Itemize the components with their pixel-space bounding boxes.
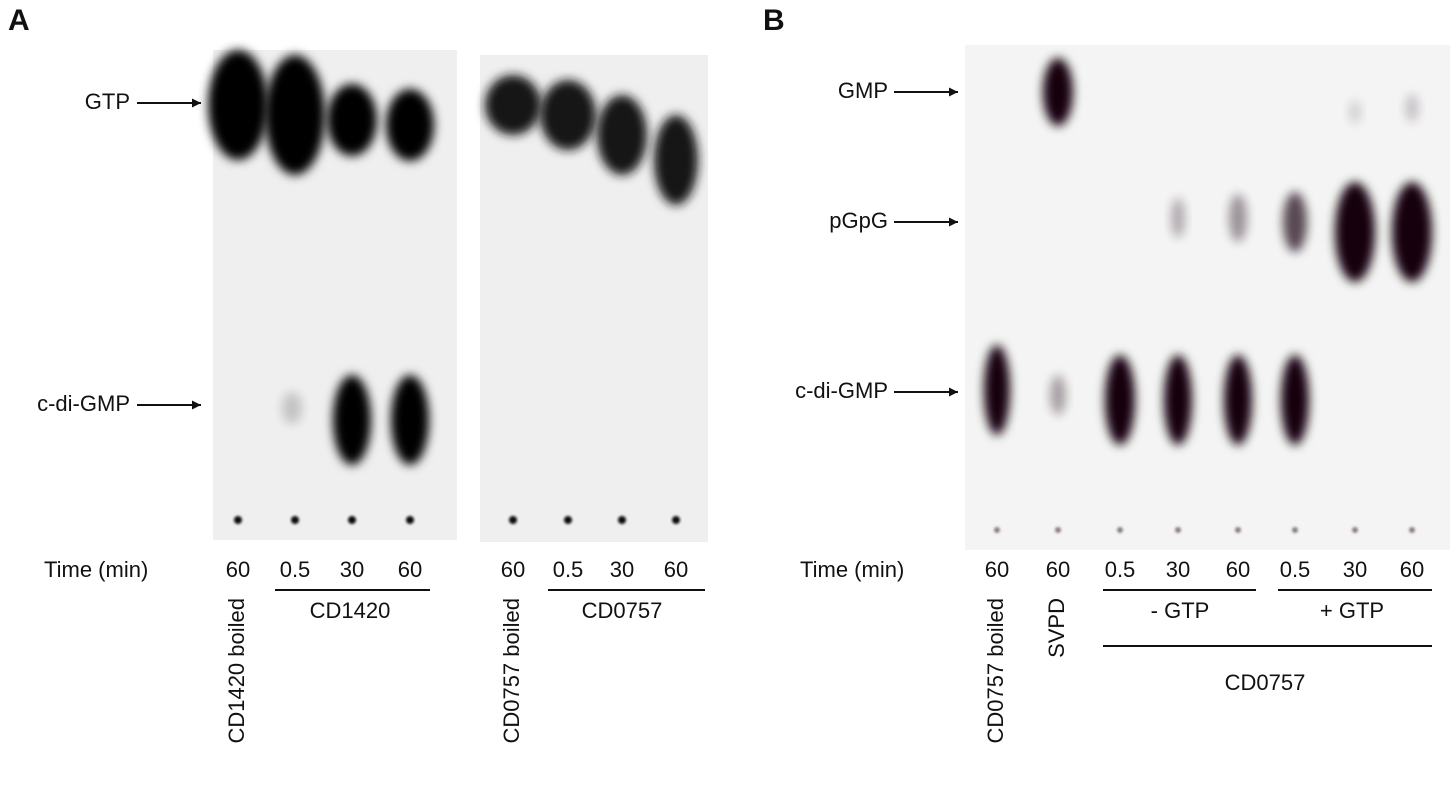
origin-dot (1055, 527, 1061, 533)
origin-dot (509, 516, 517, 524)
time-value: 60 (1046, 557, 1070, 582)
time-value: 30 (610, 557, 634, 582)
group-label: CD0757 (582, 598, 663, 623)
spot (1405, 94, 1419, 122)
spots (984, 58, 1432, 533)
spot (1105, 355, 1135, 445)
time-value: 0.5 (280, 557, 311, 582)
spot (597, 95, 647, 175)
time-value: 60 (1400, 557, 1424, 582)
spot (1050, 375, 1066, 415)
lane-label: CD0757 boiled (983, 598, 1008, 744)
time-value: 60 (398, 557, 422, 582)
group-label: CD1420 (310, 598, 391, 623)
time-value: 0.5 (1105, 557, 1136, 582)
origin-dot (1352, 527, 1358, 533)
spot (208, 50, 268, 160)
spot (327, 84, 377, 156)
marker-label: c-di-GMP (37, 391, 130, 416)
time-value: 60 (1226, 557, 1250, 582)
panel-label: B (763, 4, 785, 37)
spot (265, 55, 325, 175)
origin-dot (234, 516, 242, 524)
origin-dot (406, 516, 414, 524)
origin-dot (564, 516, 572, 524)
spot (654, 115, 698, 205)
origin-dot (1235, 527, 1241, 533)
origin-dot (1292, 527, 1298, 533)
origin-dot (618, 516, 626, 524)
group-label: CD0757 (1225, 670, 1306, 695)
origin-dot (672, 516, 680, 524)
origin-dot (994, 527, 1000, 533)
origin-dot (291, 516, 299, 524)
spot (391, 375, 429, 465)
spot (1229, 194, 1247, 242)
time-value: 60 (501, 557, 525, 582)
spot (1043, 58, 1073, 126)
time-row: 60 60 0.5 30 60 0.5 30 60 (985, 557, 1424, 582)
spot (282, 392, 302, 424)
spot (984, 345, 1010, 435)
spot (1349, 100, 1361, 124)
marker-label: c-di-GMP (795, 378, 888, 403)
time-label: Time (min) (800, 557, 904, 582)
lane-label: SVPD (1044, 598, 1069, 658)
spot (485, 75, 541, 135)
time-value: 60 (226, 557, 250, 582)
spots (208, 50, 698, 524)
time-value: 30 (340, 557, 364, 582)
group-label: - GTP (1151, 598, 1210, 623)
panel-label: A (8, 4, 30, 37)
lane-label: CD0757 boiled (499, 598, 524, 744)
spot (386, 89, 434, 161)
time-value: 60 (985, 557, 1009, 582)
time-value: 60 (664, 557, 688, 582)
spot (1283, 192, 1307, 252)
time-value: 0.5 (1280, 557, 1311, 582)
lane-label: CD1420 boiled (224, 598, 249, 744)
time-value: 30 (1166, 557, 1190, 582)
marker-label: GTP (85, 89, 130, 114)
marker-label: pGpG (829, 208, 888, 233)
spot (1281, 355, 1309, 445)
spot (540, 80, 596, 150)
time-value: 0.5 (553, 557, 584, 582)
origin-dot (1175, 527, 1181, 533)
gel (965, 45, 1450, 550)
group-label: + GTP (1320, 598, 1384, 623)
origin-dot (1409, 527, 1415, 533)
time-label: Time (min) (44, 557, 148, 582)
origin-dot (1117, 527, 1123, 533)
spot (1224, 355, 1252, 445)
origin-dot (348, 516, 356, 524)
spot (333, 375, 371, 465)
spot (1164, 355, 1192, 445)
spot (1392, 182, 1432, 282)
spot (1335, 182, 1375, 282)
time-value: 30 (1343, 557, 1367, 582)
spot (1171, 198, 1185, 238)
time-row: 60 0.5 30 60 60 0.5 30 60 (226, 557, 688, 582)
marker-label: GMP (838, 78, 888, 103)
